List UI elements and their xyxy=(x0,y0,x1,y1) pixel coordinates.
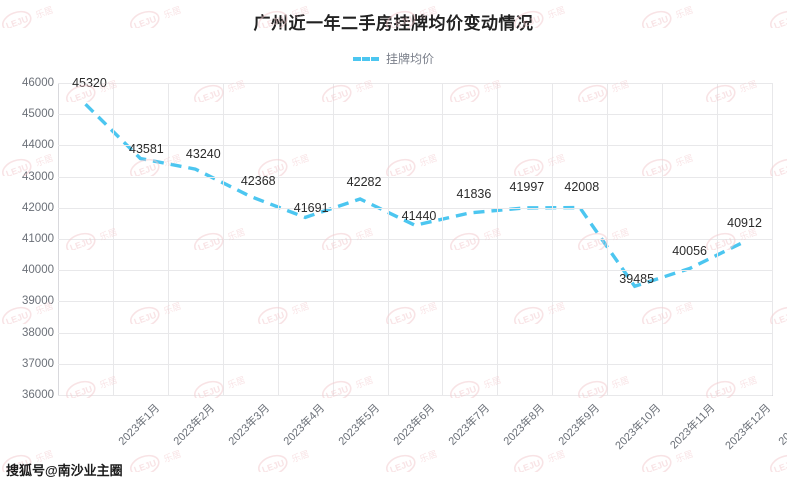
gridline-vertical xyxy=(772,83,773,395)
gridline-horizontal xyxy=(58,333,772,334)
data-point-label: 41440 xyxy=(401,209,437,224)
y-axis-tick-label: 45000 xyxy=(22,108,54,121)
gridline-horizontal xyxy=(58,364,772,365)
data-point-label: 45320 xyxy=(72,76,107,91)
x-axis-tick-label: 2023年10月 xyxy=(613,402,664,453)
x-axis-tick-label: 2023年4月 xyxy=(281,402,328,448)
x-axis-tick-label: 2023年6月 xyxy=(391,402,438,448)
gridline-horizontal xyxy=(58,301,772,302)
data-point-label: 41691 xyxy=(293,201,329,216)
x-axis-tick-label: 2024年1月 xyxy=(776,402,787,448)
data-point-label: 39485 xyxy=(619,272,655,287)
x-axis-tick-label: 2023年1月 xyxy=(116,402,163,448)
x-axis-tick-label: 2023年8月 xyxy=(501,402,548,448)
data-point-label: 40912 xyxy=(727,215,762,230)
x-axis-tick-label: 2023年11月 xyxy=(667,402,718,452)
legend-line-swatch xyxy=(352,56,379,61)
x-axis-tick-label: 2023年9月 xyxy=(556,402,603,448)
y-axis-tick-label: 41000 xyxy=(22,233,54,245)
plot-area xyxy=(58,83,773,396)
data-point-label: 42368 xyxy=(240,174,276,189)
x-axis-tick-label: 2023年3月 xyxy=(226,402,273,448)
gridline-horizontal xyxy=(58,177,772,178)
y-axis-tick-label: 39000 xyxy=(22,295,54,308)
gridline-horizontal xyxy=(58,114,772,115)
y-axis-tick-label: 43000 xyxy=(22,170,54,183)
x-axis-tick-label: 2023年5月 xyxy=(336,402,383,448)
gridline-horizontal xyxy=(58,208,772,209)
data-point-label: 43240 xyxy=(185,147,221,162)
y-axis-tick-label: 42000 xyxy=(22,201,54,214)
y-axis-tick-label: 46000 xyxy=(22,77,54,89)
gridline-horizontal xyxy=(58,83,772,84)
y-axis-tick-label: 38000 xyxy=(22,326,54,339)
gridline-horizontal xyxy=(58,270,772,271)
x-axis-tick-label: 2023年2月 xyxy=(171,402,218,448)
gridline-horizontal xyxy=(58,239,772,240)
gridline-horizontal xyxy=(58,395,772,396)
y-axis-tick-label: 44000 xyxy=(22,139,54,152)
data-point-label: 40056 xyxy=(672,244,707,259)
chart-legend[interactable]: 挂牌均价 xyxy=(0,50,787,67)
data-point-label: 41836 xyxy=(456,186,492,201)
y-axis-tick-label: 36000 xyxy=(22,389,54,401)
y-axis-tick-label: 40000 xyxy=(22,264,54,277)
gridline-horizontal xyxy=(58,145,772,146)
x-axis-tick-label: 2023年12月 xyxy=(722,402,773,453)
y-axis: 46000 45000 44000 43000 42000 41000 40000 39000… xyxy=(0,0,54,485)
data-point-label: 43581 xyxy=(128,142,164,157)
chart-title: 广州近一年二手房挂牌均价变动情况 xyxy=(253,14,534,33)
series-line-guapai-junjia xyxy=(84,102,746,289)
legend-item-label: 挂牌均价 xyxy=(385,52,434,66)
x-axis-tick-label: 2023年7月 xyxy=(446,402,493,448)
series-line-chart xyxy=(84,102,746,289)
data-point-label: 41997 xyxy=(509,179,545,194)
data-point-label: 42282 xyxy=(346,175,382,189)
y-axis-tick-label: 37000 xyxy=(22,357,54,370)
data-point-label: 42008 xyxy=(564,179,600,194)
source-watermark: 搜狐号@南沙业主圈 xyxy=(6,463,123,478)
